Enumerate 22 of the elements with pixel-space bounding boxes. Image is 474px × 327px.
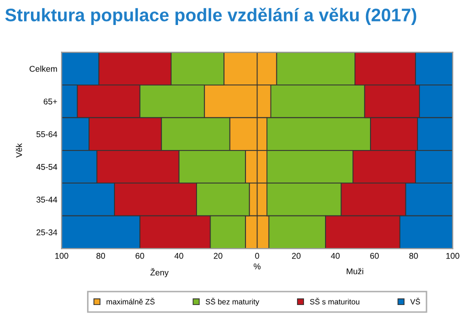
y-tick-label: 65+ <box>44 98 58 104</box>
x-tick-label: 20 <box>214 252 222 259</box>
x-tick-label: 80 <box>409 252 418 259</box>
x-tick-label: 0 <box>255 252 260 259</box>
x-tick-label: 100 <box>55 252 68 259</box>
x-tick-label: 40 <box>174 252 184 259</box>
x-tick-label: 60 <box>136 252 144 259</box>
y-tick-label: 35-44 <box>36 196 58 203</box>
x-tick-label: 100 <box>446 252 460 259</box>
y-axis-title: Věk <box>16 143 22 158</box>
x-tick-label: 20 <box>292 252 301 259</box>
x-tick-label: 60 <box>370 252 379 259</box>
x-axis-title: % <box>254 263 261 270</box>
x-tick-label: 80 <box>96 252 106 259</box>
text: Muži <box>346 268 364 274</box>
x-tick-label: 40 <box>330 252 340 259</box>
y-tick-label: 55-64 <box>36 131 58 138</box>
y-tick-label: 25-34 <box>36 229 58 236</box>
text: Ženy <box>150 268 169 278</box>
y-tick-label: 45-54 <box>36 164 58 170</box>
y-tick-label: Celkem <box>30 66 57 72</box>
chart-title: Struktura populace podle vzdělání a věku (2017) <box>5 8 416 25</box>
